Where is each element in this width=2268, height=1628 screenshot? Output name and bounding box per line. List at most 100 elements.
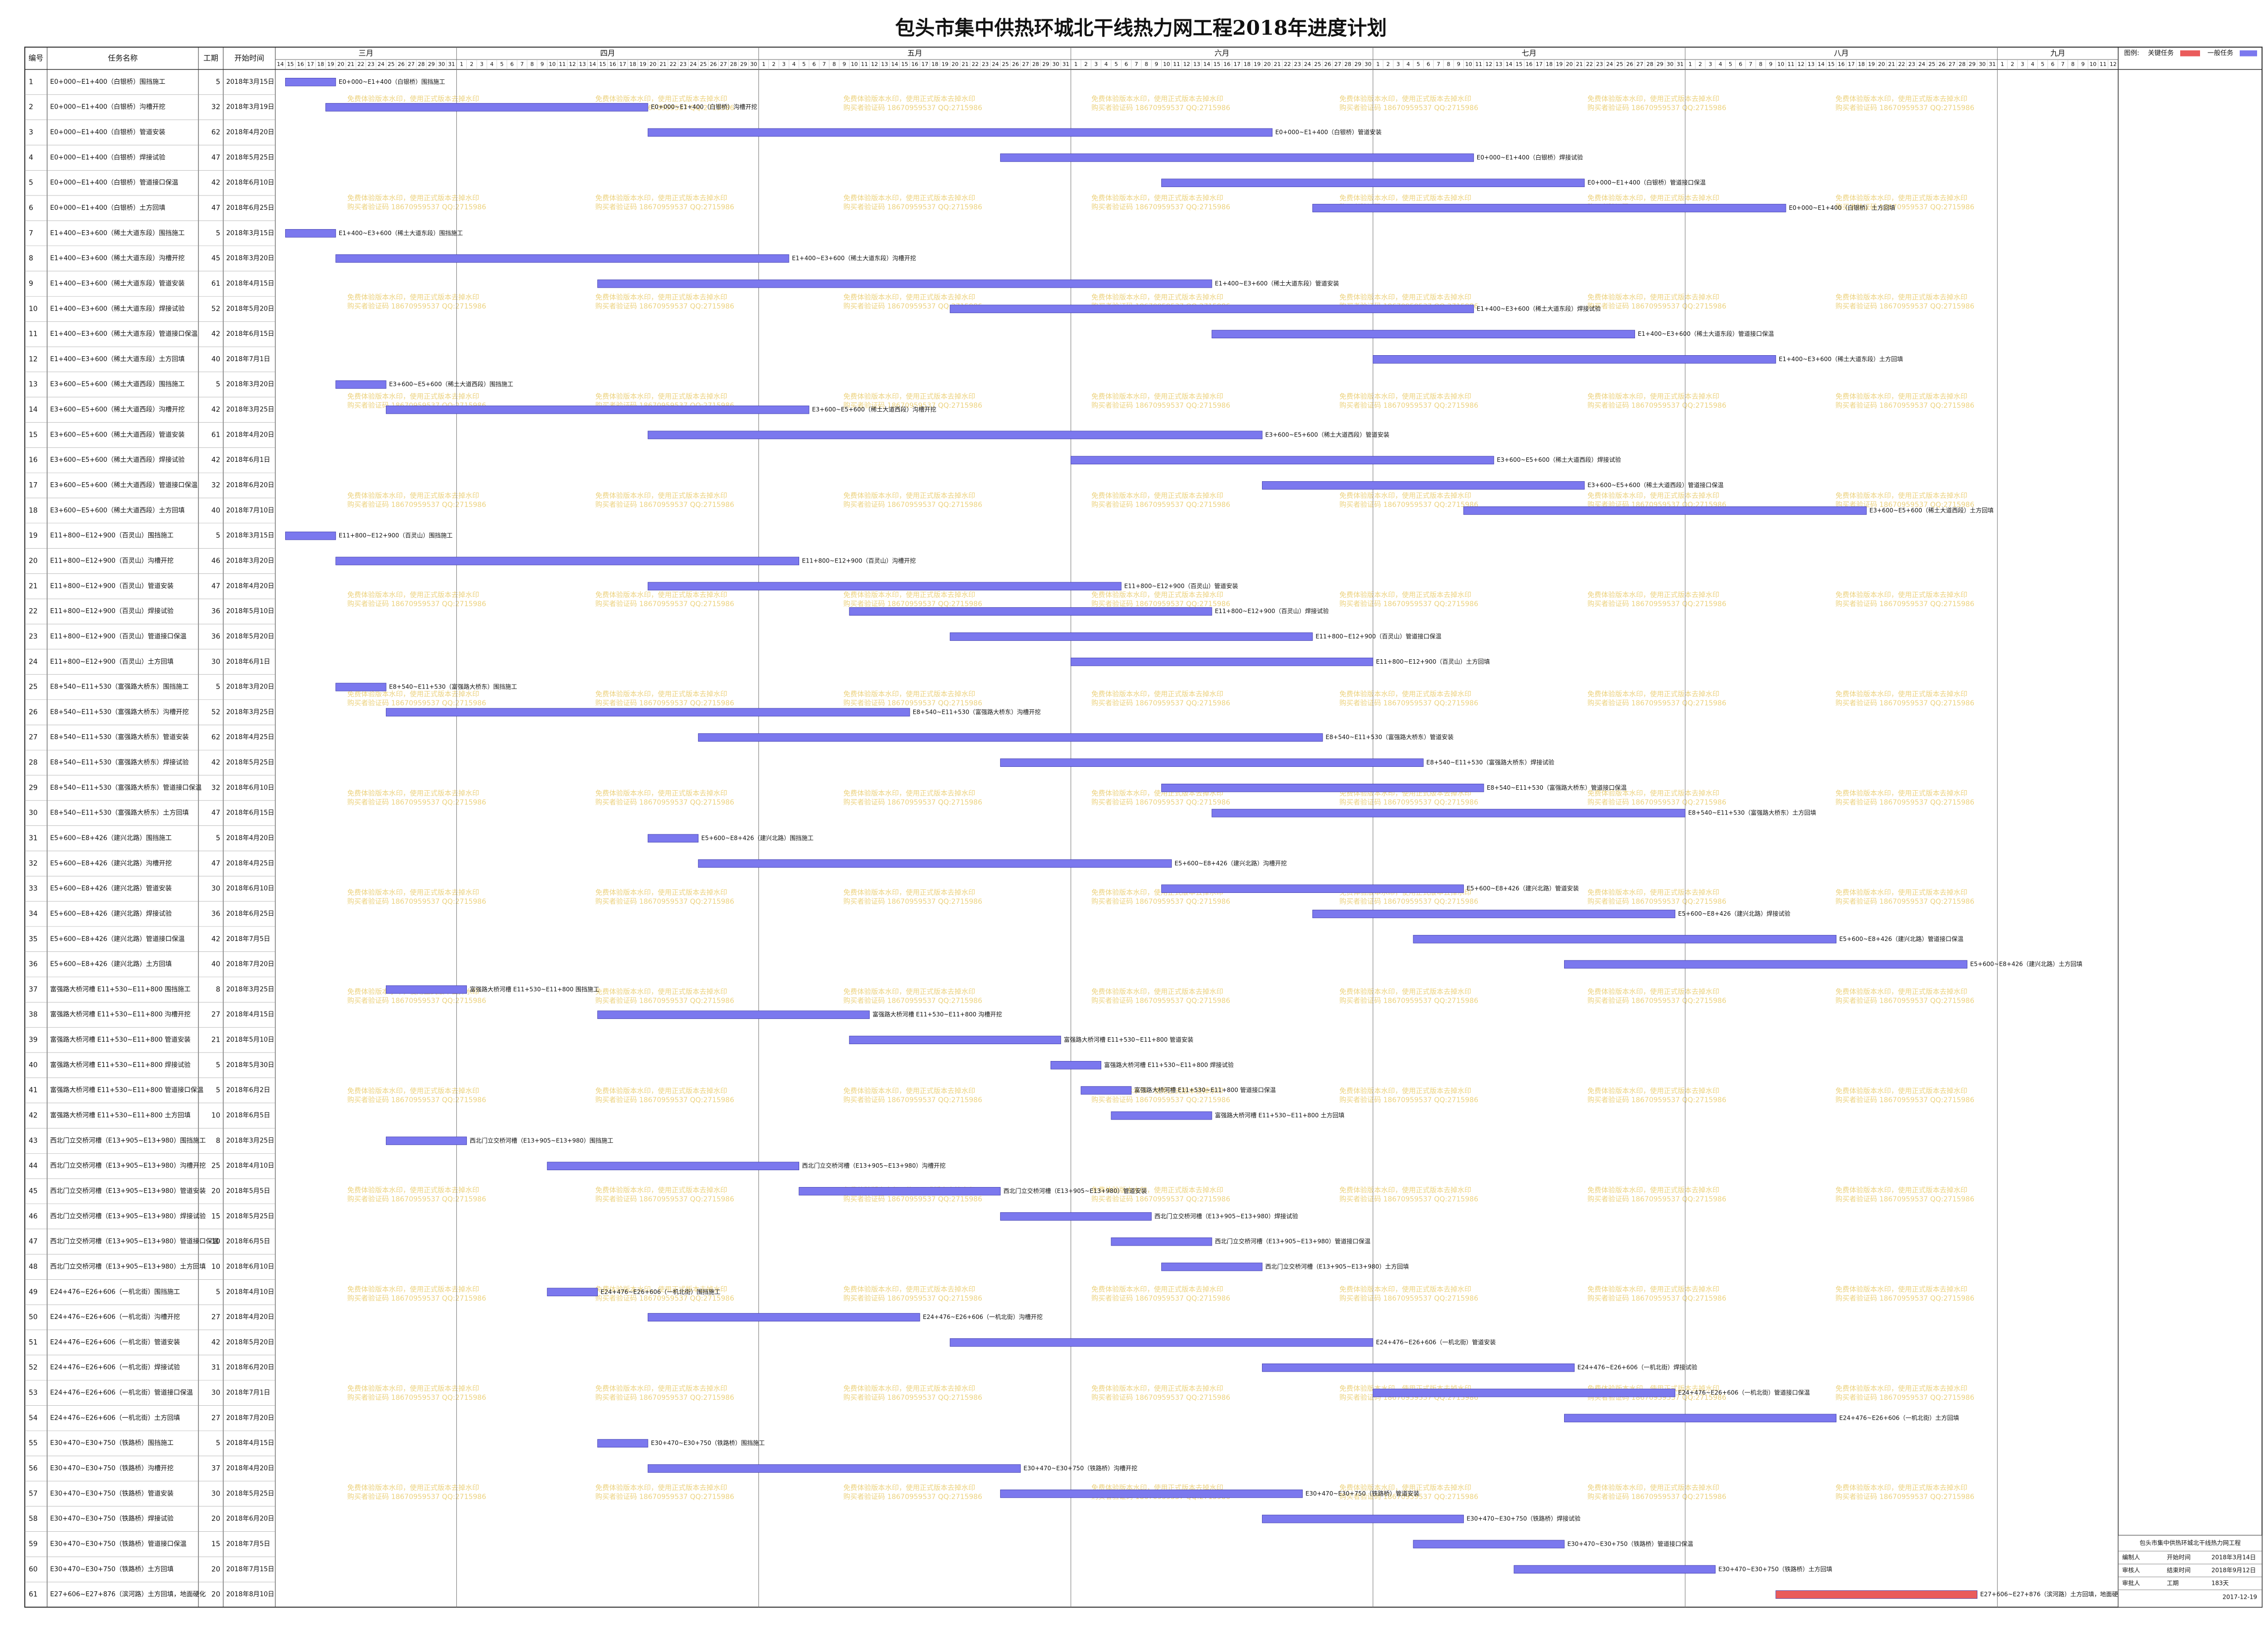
day-label: 25 bbox=[1928, 61, 1935, 67]
day-label: 23 bbox=[368, 61, 375, 67]
watermark: 免费体验版本水印，使用正式版本去掉水印 bbox=[1835, 392, 1967, 401]
task-id: 44 bbox=[29, 1162, 38, 1170]
bar-label: E8+540~E11+530（富强路大桥东）管道安装 bbox=[1325, 733, 1453, 741]
watermark: 免费体验版本水印，使用正式版本去掉水印 bbox=[347, 194, 479, 202]
bar-label: E5+600~E8+426（建兴北路）土方回填 bbox=[1970, 960, 2082, 968]
task-duration: 30 bbox=[211, 1490, 220, 1498]
task-bar bbox=[385, 985, 467, 994]
watermark: 购买者验证码 18670959537 QQ:2715986 bbox=[1091, 799, 1230, 807]
watermark: 购买者验证码 18670959537 QQ:2715986 bbox=[595, 1096, 734, 1104]
task-duration: 47 bbox=[211, 809, 220, 817]
bar-label: E8+540~E11+530（富强路大桥东）沟槽开挖 bbox=[913, 708, 1041, 715]
task-start: 2018年8月10日 bbox=[226, 1591, 274, 1598]
task-duration: 47 bbox=[211, 154, 220, 162]
task-id: 20 bbox=[29, 557, 38, 565]
watermark: 免费体验版本水印，使用正式版本去掉水印 bbox=[1835, 988, 1967, 996]
watermark: 免费体验版本水印，使用正式版本去掉水印 bbox=[1835, 789, 1967, 798]
day-label: 20 bbox=[1566, 61, 1573, 67]
day-label: 9 bbox=[1457, 61, 1460, 67]
day-label: 17 bbox=[1848, 61, 1855, 67]
day-label: 15 bbox=[599, 61, 606, 67]
watermark: 免费体验版本水印，使用正式版本去掉水印 bbox=[595, 1484, 727, 1492]
day-label: 11 bbox=[1475, 61, 1482, 67]
task-name: E1+400~E3+600（稀土大道东段）围挡施工 bbox=[50, 230, 185, 237]
day-label: 28 bbox=[730, 61, 737, 67]
day-label: 3 bbox=[782, 61, 786, 67]
watermark: 购买者验证码 18670959537 QQ:2715986 bbox=[347, 1394, 486, 1402]
task-name: 西北门立交桥河槽（E13+905~E13+980）焊接试验 bbox=[50, 1212, 206, 1220]
task-id: 3 bbox=[29, 128, 33, 136]
watermark: 购买者验证码 18670959537 QQ:2715986 bbox=[1091, 402, 1230, 410]
task-start: 2018年5月10日 bbox=[226, 608, 274, 615]
day-label: 1 bbox=[1689, 61, 1692, 67]
watermark: 购买者验证码 18670959537 QQ:2715986 bbox=[1091, 1295, 1230, 1303]
task-duration: 36 bbox=[211, 910, 220, 918]
bar-label: E24+476~E26+606（一机北街）沟槽开挖 bbox=[923, 1313, 1043, 1320]
task-start: 2018年4月15日 bbox=[226, 280, 274, 287]
task-name: 富强路大桥河槽 E11+530~E11+800 土方回填 bbox=[50, 1112, 190, 1120]
watermark: 免费体验版本水印，使用正式版本去掉水印 bbox=[347, 1384, 479, 1393]
bar-label: E8+540~E11+530（富强路大桥东）围挡施工 bbox=[389, 683, 517, 690]
column-header: 开始时间 bbox=[234, 54, 264, 63]
day-label: 7 bbox=[1749, 61, 1753, 67]
task-start: 2018年4月20日 bbox=[226, 431, 274, 438]
task-id: 6 bbox=[29, 204, 33, 212]
bar-label: 西北门立交桥河槽（E13+905~E13+980）管道接口保温 bbox=[1215, 1238, 1371, 1245]
info-cell: 2018年3月14日 bbox=[2211, 1554, 2256, 1561]
task-bar bbox=[285, 531, 336, 540]
task-bar bbox=[1000, 758, 1424, 767]
task-id: 37 bbox=[29, 986, 38, 994]
day-label: 2 bbox=[772, 61, 775, 67]
watermark: 购买者验证码 18670959537 QQ:2715986 bbox=[1339, 699, 1478, 707]
bar-label: E24+476~E26+606（一机北街）围挡施工 bbox=[601, 1288, 721, 1295]
day-label: 13 bbox=[881, 61, 888, 67]
task-bar bbox=[385, 1136, 467, 1145]
day-label: 23 bbox=[1294, 61, 1301, 67]
task-duration: 45 bbox=[211, 254, 220, 262]
watermark: 购买者验证码 18670959537 QQ:2715986 bbox=[1091, 203, 1230, 211]
day-label: 8 bbox=[1447, 61, 1450, 67]
day-label: 15 bbox=[1515, 61, 1522, 67]
task-start: 2018年4月10日 bbox=[226, 1162, 274, 1170]
day-label: 29 bbox=[428, 61, 435, 67]
day-label: 30 bbox=[1979, 61, 1986, 67]
task-duration: 40 bbox=[211, 506, 220, 514]
watermark: 购买者验证码 18670959537 QQ:2715986 bbox=[1835, 203, 1974, 211]
day-label: 2 bbox=[2011, 61, 2014, 67]
task-id: 39 bbox=[29, 1036, 38, 1044]
watermark: 免费体验版本水印，使用正式版本去掉水印 bbox=[347, 1484, 479, 1492]
watermark: 免费体验版本水印，使用正式版本去掉水印 bbox=[347, 591, 479, 599]
day-label: 5 bbox=[1417, 61, 1420, 67]
watermark: 免费体验版本水印，使用正式版本去掉水印 bbox=[1587, 1484, 1719, 1492]
watermark: 购买者验证码 18670959537 QQ:2715986 bbox=[347, 898, 486, 906]
watermark: 免费体验版本水印，使用正式版本去掉水印 bbox=[1339, 988, 1471, 996]
day-label: 3 bbox=[1708, 61, 1712, 67]
watermark: 免费体验版本水印，使用正式版本去掉水印 bbox=[1835, 591, 1967, 599]
watermark: 免费体验版本水印，使用正式版本去掉水印 bbox=[1091, 492, 1223, 500]
bar-label: E5+600~E8+426（建兴北路）管道接口保温 bbox=[1839, 935, 1963, 942]
day-label: 16 bbox=[1223, 61, 1230, 67]
watermark: 购买者验证码 18670959537 QQ:2715986 bbox=[595, 1394, 734, 1402]
watermark: 免费体验版本水印，使用正式版本去掉水印 bbox=[843, 690, 975, 698]
bar-label: E3+600~E5+600（稀土大道西段）沟槽开挖 bbox=[812, 406, 936, 413]
day-label: 24 bbox=[378, 61, 384, 67]
info-cell: 2018年9月12日 bbox=[2211, 1567, 2256, 1574]
day-label: 5 bbox=[802, 61, 806, 67]
task-id: 31 bbox=[29, 834, 38, 842]
watermark: 购买者验证码 18670959537 QQ:2715986 bbox=[1339, 104, 1478, 112]
day-label: 10 bbox=[1163, 61, 1170, 67]
task-bar bbox=[1775, 1590, 1978, 1599]
month-label: 五月 bbox=[907, 49, 922, 58]
day-label: 18 bbox=[630, 61, 636, 67]
watermark: 购买者验证码 18670959537 QQ:2715986 bbox=[347, 699, 486, 707]
task-bar bbox=[949, 632, 1313, 641]
watermark: 免费体验版本水印，使用正式版本去掉水印 bbox=[347, 392, 479, 401]
watermark: 免费体验版本水印，使用正式版本去掉水印 bbox=[1835, 1285, 1967, 1294]
task-duration: 15 bbox=[211, 1212, 220, 1220]
task-bar bbox=[285, 229, 336, 238]
day-label: 22 bbox=[670, 61, 677, 67]
task-name: 西北门立交桥河槽（E13+905~E13+980）土方回填 bbox=[50, 1262, 206, 1270]
watermark: 免费体验版本水印，使用正式版本去掉水印 bbox=[1339, 591, 1471, 599]
day-label: 25 bbox=[1616, 61, 1623, 67]
